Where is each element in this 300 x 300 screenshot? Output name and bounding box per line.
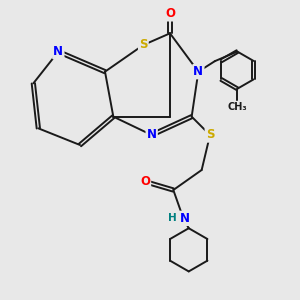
Text: N: N	[193, 65, 203, 78]
Text: H: H	[168, 213, 177, 223]
Text: O: O	[140, 175, 150, 188]
Text: O: O	[165, 7, 175, 20]
Text: N: N	[53, 45, 63, 58]
Text: N: N	[147, 128, 157, 142]
Text: S: S	[206, 128, 214, 142]
Text: N: N	[180, 212, 190, 225]
Text: S: S	[139, 38, 148, 52]
Text: CH₃: CH₃	[227, 102, 247, 112]
